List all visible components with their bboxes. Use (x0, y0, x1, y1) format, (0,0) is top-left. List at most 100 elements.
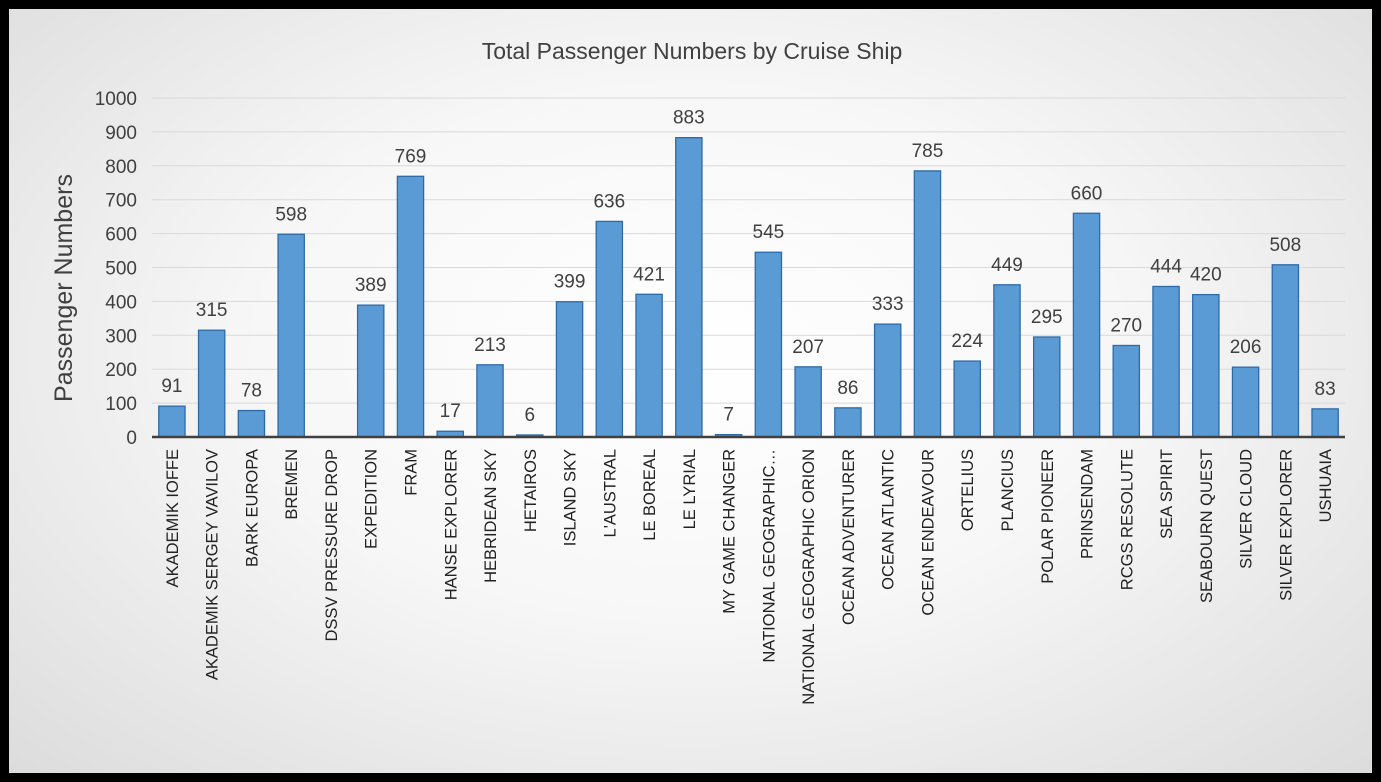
category-label: NATIONAL GEOGRAPHIC… (760, 449, 778, 663)
y-tick-label: 1000 (95, 89, 137, 110)
data-label: 270 (1110, 315, 1142, 336)
data-label: 78 (241, 381, 262, 402)
bar (1032, 336, 1061, 438)
data-label: 660 (1071, 183, 1103, 204)
bar (1192, 293, 1220, 438)
y-tick-label: 400 (105, 292, 137, 313)
data-label: 206 (1230, 337, 1262, 358)
y-tick-label: 300 (105, 326, 137, 347)
bar (476, 364, 504, 438)
category-label: BREMEN (283, 449, 301, 520)
data-label: 207 (792, 337, 824, 358)
y-tick-label: 800 (105, 157, 137, 178)
bar (197, 329, 226, 438)
bar (356, 304, 385, 438)
bar (396, 175, 425, 438)
data-label: 17 (440, 401, 461, 422)
category-label: PLANCIUS (999, 449, 1017, 532)
category-label: ORTELIUS (959, 449, 977, 531)
data-label: 636 (593, 191, 625, 212)
y-tick-label: 700 (105, 191, 137, 212)
data-labels: 91 315 78 598 389 769 17 213 6 399 636 421 883 7 545 20… (161, 108, 1335, 426)
data-label: 83 (1315, 379, 1336, 400)
category-label: DSSV PRESSURE DROP (323, 449, 341, 642)
bars (158, 137, 1339, 438)
category-label: NATIONAL GEOGRAPHIC ORION (800, 449, 818, 705)
data-label: 315 (196, 300, 228, 321)
y-tick-label: 600 (105, 225, 137, 246)
bar (1231, 366, 1260, 438)
category-label: ISLAND SKY (562, 449, 580, 546)
data-label: 7 (723, 405, 734, 426)
bar-chart: Total Passenger Numbers by Cruise Ship P… (50, 38, 1345, 705)
bar (1072, 212, 1101, 438)
y-tick-label: 900 (105, 123, 137, 144)
bar (834, 407, 862, 438)
bar (1112, 344, 1141, 438)
bar (595, 220, 624, 438)
bar (555, 301, 584, 438)
category-label: BARK EUROPA (243, 449, 261, 567)
bar (1311, 408, 1339, 438)
category-labels: AKADEMIK IOFFE AKADEMIK SERGEY VAVILOV BAR… (164, 449, 1335, 705)
category-label: AKADEMIK SERGEY VAVILOV (204, 449, 222, 680)
category-label: SILVER CLOUD (1238, 449, 1256, 569)
data-label: 444 (1150, 256, 1182, 277)
category-label: PRINSENDAM (1079, 449, 1097, 559)
data-label: 86 (837, 378, 858, 399)
category-label: SEABOURN QUEST (1198, 449, 1216, 603)
bar (675, 137, 703, 438)
category-label: OCEAN ENDEAVOUR (919, 449, 937, 616)
category-label: MY GAME CHANGER (721, 449, 739, 614)
data-label: 598 (275, 204, 307, 225)
category-label: POLAR PIONEER (1039, 449, 1057, 584)
data-label: 421 (633, 264, 665, 285)
category-label: L'AUSTRAL (601, 449, 619, 537)
category-label: OCEAN ADVENTURER (840, 449, 858, 625)
data-label: 333 (872, 294, 904, 315)
bar (1271, 264, 1300, 438)
data-label: 399 (554, 272, 586, 293)
data-label: 508 (1269, 235, 1301, 256)
data-label: 420 (1190, 265, 1222, 286)
y-tick-label: 0 (126, 428, 137, 449)
bar (913, 170, 942, 438)
category-label: LE BOREAL (641, 449, 659, 541)
bar (993, 284, 1021, 438)
category-label: HETAIROS (522, 449, 540, 532)
bar (873, 323, 902, 438)
category-label: RCGS RESOLUTE (1118, 449, 1136, 590)
category-label: SILVER EXPLORER (1277, 449, 1295, 601)
data-label: 389 (355, 275, 387, 296)
category-label: LE LYRIAL (681, 449, 699, 529)
bar (794, 366, 822, 438)
data-label: 91 (161, 376, 182, 397)
data-label: 449 (991, 255, 1023, 276)
category-label: HANSE EXPLORER (442, 449, 460, 600)
data-label: 224 (951, 331, 983, 352)
bar (158, 405, 186, 438)
bar (237, 409, 266, 438)
y-axis-title: Passenger Numbers (50, 174, 78, 402)
category-label: AKADEMIK IOFFE (164, 449, 182, 587)
bar (277, 233, 305, 438)
y-tick-label: 100 (105, 394, 137, 415)
chart-title: Total Passenger Numbers by Cruise Ship (482, 38, 903, 64)
bar (1152, 285, 1180, 438)
bar (754, 251, 783, 438)
data-label: 6 (524, 405, 535, 426)
data-label: 785 (912, 141, 944, 162)
category-label: SEA SPIRIT (1158, 449, 1176, 539)
data-label: 295 (1031, 307, 1063, 328)
data-label: 883 (673, 108, 705, 129)
chart-area: Total Passenger Numbers by Cruise Ship P… (9, 9, 1372, 773)
bar (635, 293, 663, 438)
category-label: FRAM (402, 449, 420, 496)
bar (953, 360, 981, 438)
category-label: OCEAN ATLANTIC (880, 449, 898, 590)
category-label: USHUAIA (1317, 449, 1335, 522)
y-axis-ticks: 0 100 200 300 400 500 600 700 800 900 1000 (95, 89, 137, 449)
y-tick-label: 200 (105, 360, 137, 381)
data-label: 769 (395, 146, 427, 167)
